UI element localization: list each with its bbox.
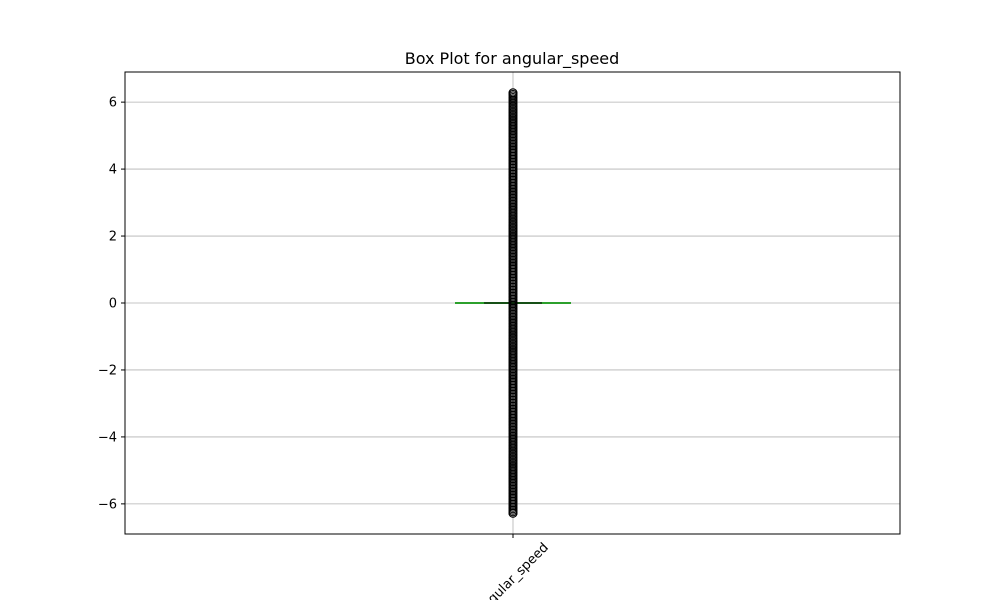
outlier-point [508,508,518,518]
y-tick-label: −6 [98,497,117,512]
y-tick-label: 2 [109,230,117,245]
y-axis-ticks: −6 −4 −2 0 2 4 6 [98,96,125,512]
y-tick-label: 6 [109,96,117,111]
y-tick-label: −2 [98,363,117,378]
outlier-points [508,88,518,518]
y-tick-label: −4 [98,430,117,445]
y-tick-label: 0 [109,297,117,312]
y-tick-label: 4 [109,163,117,178]
outlier-point [508,88,518,98]
chart-title: Box Plot for angular_speed [405,49,620,69]
